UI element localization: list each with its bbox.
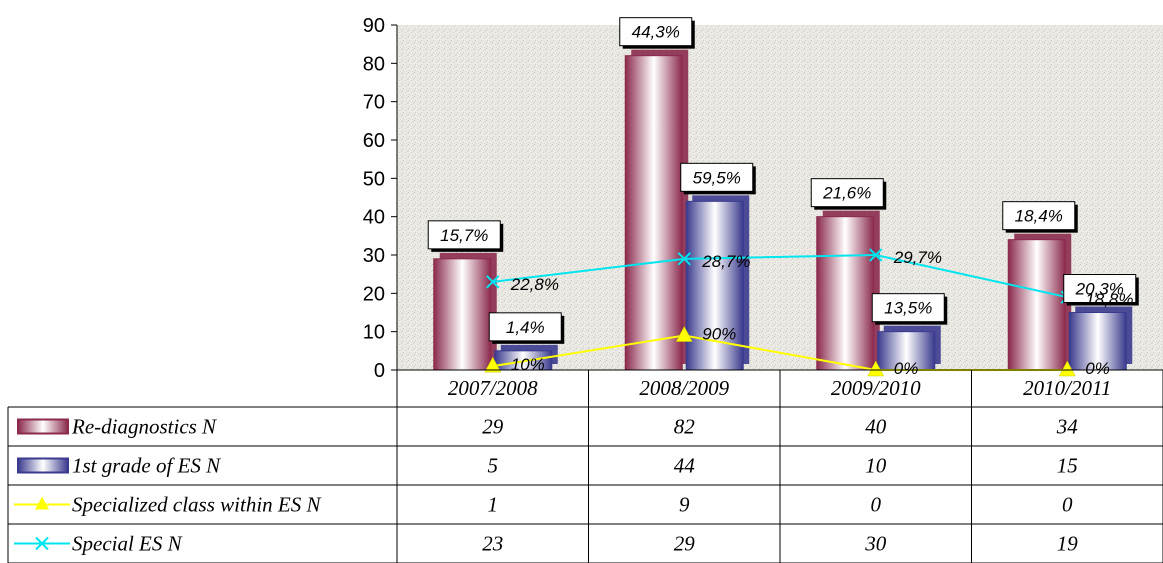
data-label: 29,7% (893, 248, 942, 267)
x-tick-label: 2009/2010 (831, 376, 921, 400)
table-cell: 1 (488, 493, 499, 517)
y-tick-label: 50 (363, 168, 385, 190)
data-label-box (1002, 201, 1076, 231)
table-cell: 34 (1056, 415, 1079, 439)
data-label-box (427, 220, 501, 250)
data-label: 22,8% (510, 275, 559, 294)
data-label: 20,3% (1075, 280, 1124, 299)
y-tick-label: 20 (363, 283, 385, 305)
y-tick-label: 90 (363, 15, 385, 37)
y-tick-label: 30 (363, 245, 385, 267)
data-label: 10% (511, 355, 545, 374)
bar (1007, 239, 1066, 371)
series-line (492, 253, 1068, 299)
data-label: 1,4% (506, 318, 545, 337)
table-cell: 0 (1062, 493, 1073, 517)
table-cell: 10 (865, 454, 887, 478)
data-point (869, 248, 883, 262)
table-row-name: 1st grade of ES N (72, 454, 221, 478)
y-tick-label: 10 (363, 322, 385, 344)
data-label-box (871, 293, 945, 323)
legend-marker (35, 536, 49, 551)
table-cell: 29 (674, 532, 696, 556)
data-point (1058, 360, 1076, 377)
table-row-name: Specialized class within ES N (72, 493, 321, 517)
table-cell: 15 (1057, 454, 1078, 478)
data-label: 0% (1085, 359, 1110, 378)
x-tick-label: 2008/2009 (639, 376, 729, 400)
data-label: 59,5% (693, 168, 741, 187)
y-tick-label: 80 (363, 53, 385, 75)
y-tick-label: 0 (374, 360, 385, 382)
data-label: 18,4% (1015, 207, 1063, 226)
bar (1068, 312, 1127, 371)
data-label: 28,7% (701, 252, 750, 271)
y-tick-label: 40 (363, 207, 385, 229)
data-label: 90% (702, 325, 736, 344)
y-tick-label: 60 (363, 130, 385, 152)
data-label: 15,7% (440, 226, 488, 245)
legend-key (17, 418, 69, 435)
data-point (486, 275, 500, 289)
table-cell: 44 (674, 454, 696, 478)
bar (624, 55, 683, 371)
bar (877, 331, 936, 371)
data-label: 44,3% (632, 23, 680, 42)
table-cell: 29 (482, 415, 504, 439)
legend-marker (35, 496, 49, 510)
data-label: 21,6% (822, 184, 871, 203)
data-point (675, 325, 693, 342)
data-label: 13,5% (884, 299, 932, 318)
bar (433, 258, 492, 371)
table-cell: 23 (482, 532, 503, 556)
data-label: 0% (894, 359, 919, 378)
data-label-box (680, 162, 754, 192)
data-label-box (1063, 274, 1137, 303)
x-tick-label: 2007/2008 (448, 376, 538, 400)
data-label-box (810, 178, 884, 208)
x-tick-label: 2010/2011 (1023, 376, 1111, 400)
data-point (867, 360, 885, 377)
table-cell: 82 (674, 415, 696, 439)
data-label-box (619, 17, 693, 47)
data-point (677, 252, 691, 266)
data-point (484, 356, 502, 373)
table-cell: 19 (1057, 532, 1079, 556)
y-tick-label: 70 (363, 92, 385, 114)
table-cell: 40 (865, 415, 887, 439)
table-cell: 9 (679, 493, 690, 517)
bar (816, 216, 875, 371)
table-row-name: Special ES N (72, 532, 183, 556)
table-cell: 5 (488, 454, 499, 478)
data-label: 18,8% (1085, 290, 1133, 309)
data-label-box (488, 312, 562, 342)
table-cell: 0 (871, 493, 882, 517)
legend-key (17, 457, 69, 474)
table-cell: 30 (864, 532, 887, 556)
table-row-name: Re-diagnostics N (71, 415, 217, 439)
